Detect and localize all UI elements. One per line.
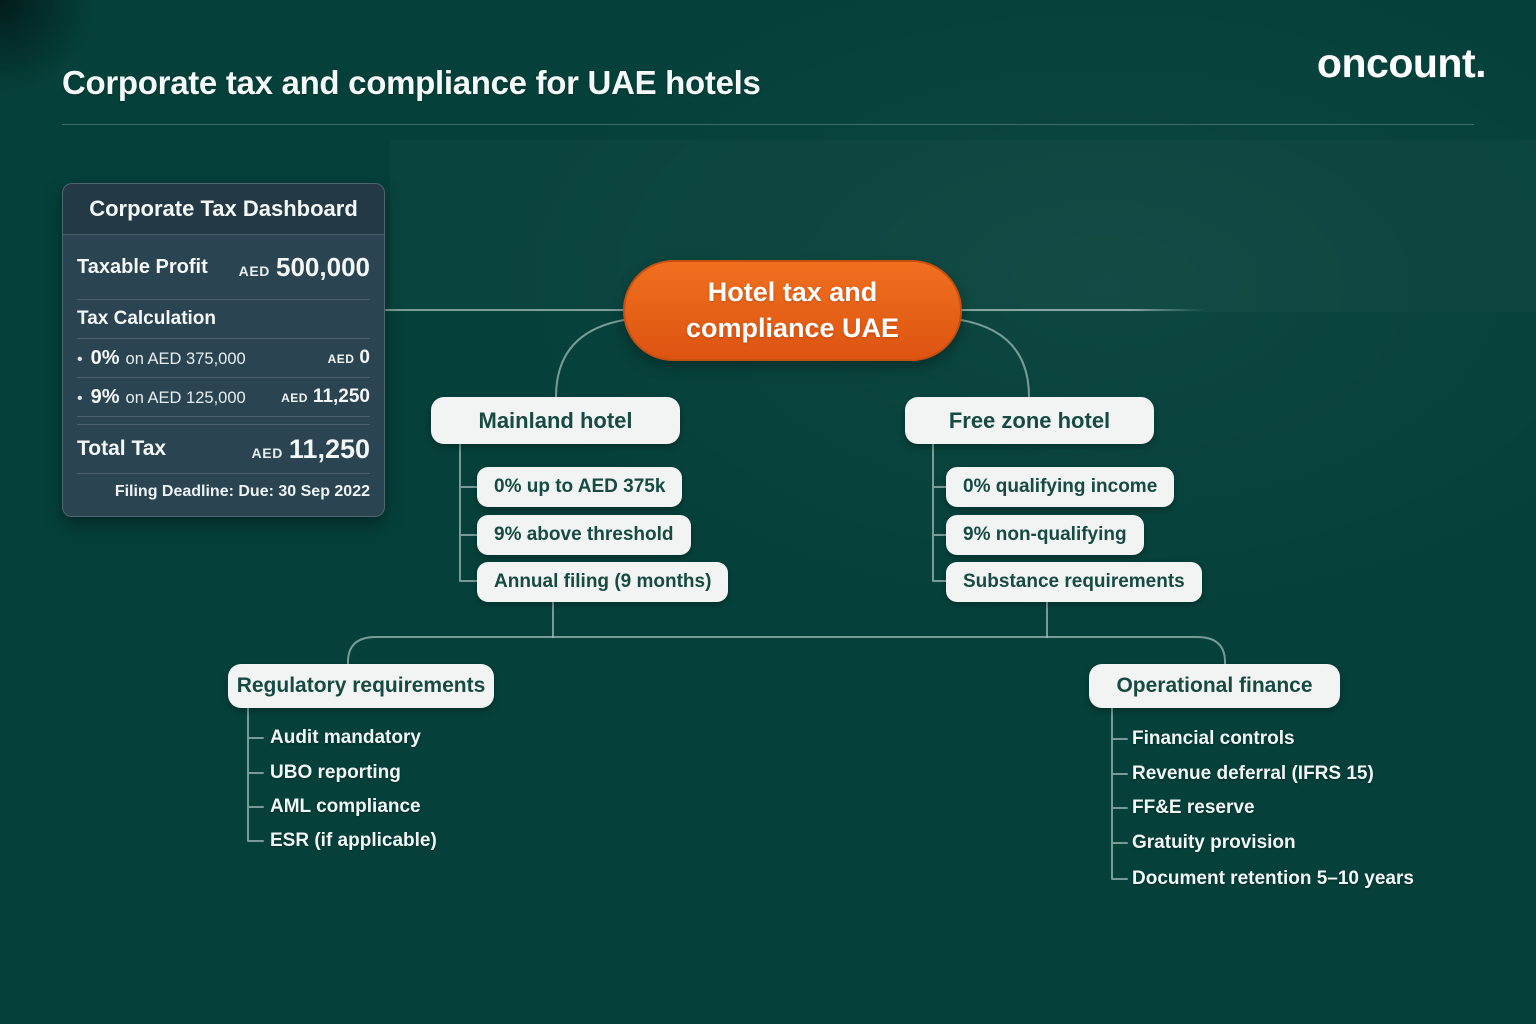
node-free-zone-hotel: Free zone hotel xyxy=(905,397,1154,444)
calc-rate: 9% xyxy=(90,385,120,408)
currency-label: AED xyxy=(327,352,355,366)
node-mainland-hotel: Mainland hotel xyxy=(431,397,680,444)
taxable-profit-row: Taxable Profit AED 500,000 xyxy=(77,235,370,300)
double-divider-gap xyxy=(77,417,370,425)
calc-row-1: • 9% on AED 125,000 AED 11,250 xyxy=(77,378,370,417)
corporate-tax-dashboard-card: Corporate Tax Dashboard Taxable Profit A… xyxy=(62,183,385,517)
calc-amount: 11,250 xyxy=(312,386,370,407)
dashboard-title: Corporate Tax Dashboard xyxy=(63,184,384,235)
taxable-profit-amount: 500,000 xyxy=(276,251,370,282)
total-tax-label: Total Tax xyxy=(77,437,167,460)
chip-freezone-child: 0% qualifying income xyxy=(946,467,1175,507)
regulatory-item: UBO reporting xyxy=(270,762,401,783)
chip-mainland-child: 0% up to AED 375k xyxy=(477,467,683,507)
calc-rate: 0% xyxy=(90,346,120,369)
calc-row-0: • 0% on AED 375,000 AED 0 xyxy=(77,339,370,378)
root-node: Hotel tax and compliance UAE xyxy=(623,260,962,361)
total-tax-value: AED 11,250 xyxy=(252,434,370,465)
total-tax-amount: 11,250 xyxy=(288,433,370,464)
node-operational-finance: Operational finance xyxy=(1089,664,1340,708)
wire-root-to-freezone xyxy=(960,319,1030,398)
operational-item: Document retention 5–10 years xyxy=(1132,868,1414,889)
page-title: Corporate tax and compliance for UAE hot… xyxy=(62,64,761,101)
wire-operational-spine xyxy=(1111,706,1128,880)
calc-value: AED 0 xyxy=(328,347,370,369)
regulatory-item: AML compliance xyxy=(270,796,421,817)
wire-mainland-spine xyxy=(459,443,478,582)
currency-label: AED xyxy=(251,444,283,461)
wire-bottom-bar xyxy=(347,636,1226,665)
operational-item: FF&E reserve xyxy=(1132,797,1255,818)
regulatory-item: ESR (if applicable) xyxy=(270,830,437,851)
calc-amount: 0 xyxy=(359,347,370,368)
title-divider xyxy=(62,124,1474,125)
chip-freezone-child: 9% non-qualifying xyxy=(946,515,1144,555)
chip-mainland-child: 9% above threshold xyxy=(477,515,691,555)
root-node-label: Hotel tax and compliance UAE xyxy=(685,276,900,343)
currency-label: AED xyxy=(281,391,308,405)
bullet-icon: • xyxy=(77,389,83,407)
operational-item: Gratuity provision xyxy=(1132,832,1296,853)
total-tax-row: Total Tax AED 11,250 xyxy=(77,425,370,474)
taxable-profit-label: Taxable Profit xyxy=(77,255,208,278)
taxable-profit-value: AED 500,000 xyxy=(239,252,370,283)
regulatory-item: Audit mandatory xyxy=(270,727,421,748)
chip-mainland-child: Annual filing (9 months) xyxy=(477,562,729,602)
bullet-icon: • xyxy=(77,350,83,368)
filing-deadline: Filing Deadline: Due: 30 Sep 2022 xyxy=(114,483,370,500)
wire-root-to-mainland xyxy=(555,319,625,398)
calc-desc: on AED 125,000 xyxy=(125,388,246,407)
operational-item: Financial controls xyxy=(1132,728,1295,749)
wire-regulatory-spine xyxy=(247,706,264,842)
chip-freezone-child: Substance requirements xyxy=(946,562,1202,602)
node-regulatory-requirements: Regulatory requirements xyxy=(228,664,494,708)
background-highlight-band xyxy=(390,140,1536,312)
calc-desc: on AED 375,000 xyxy=(125,349,246,368)
brand-logo: oncount. xyxy=(1316,40,1487,86)
tax-calculation-heading: Tax Calculation xyxy=(77,300,370,339)
wire-freezone-spine xyxy=(932,443,947,582)
currency-label: AED xyxy=(238,262,271,279)
calc-value: AED 11,250 xyxy=(281,386,370,408)
operational-item: Revenue deferral (IFRS 15) xyxy=(1132,763,1374,784)
